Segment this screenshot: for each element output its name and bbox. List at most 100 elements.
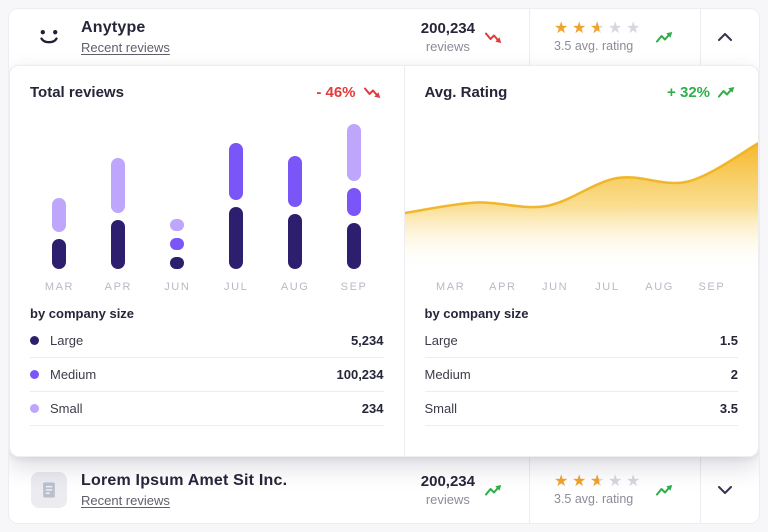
reviews-count: 200,234 (420, 20, 475, 37)
breakdown-label: Large (50, 333, 84, 348)
avg-rating-title: Avg. Rating (424, 84, 508, 101)
total-reviews-delta: - 46% (316, 84, 383, 101)
breakdown-row-medium: Medium 2 (424, 358, 738, 392)
company-name: Anytype (81, 19, 146, 36)
bar-segment-small (170, 219, 185, 231)
x-axis-label: AUG (280, 281, 310, 293)
delta-value: - 46% (316, 84, 356, 101)
legend-dot (30, 336, 39, 345)
x-axis-label: APR (104, 281, 133, 293)
breakdown-row-small: Small 3.5 (424, 392, 738, 426)
divider (700, 9, 701, 65)
reviews-stat: 200,234 reviews (397, 473, 529, 507)
bar-segment-small (111, 158, 126, 213)
star-icon: ★ (554, 473, 569, 490)
legend-dot (30, 404, 39, 413)
company-row-lorem-ipsum: Lorem Ipsum Amet Sit Inc. Recent reviews… (9, 457, 759, 523)
bar-segment-large (111, 220, 126, 269)
x-axis-label: APR (489, 281, 517, 293)
expand-row-button[interactable] (701, 457, 749, 523)
star-half-fill: ★ (590, 474, 599, 490)
bar-chart-x-axis: MAR APR JUN JUL AUG SEP (30, 281, 384, 293)
total-reviews-panel: Total reviews - 46% MAR APR JUN JUL AUG SEP b… (10, 66, 405, 456)
expanded-detail-panel: Total reviews - 46% MAR APR JUN JUL AUG SEP b… (9, 65, 759, 457)
bar-column-mar (30, 109, 89, 269)
bar-segment-large (52, 239, 67, 269)
bar-segment-small (52, 198, 67, 232)
trend-down-icon (485, 31, 505, 44)
area-chart (404, 109, 758, 269)
trend-up-icon (656, 31, 676, 44)
breakdown-value: 5,234 (350, 333, 384, 348)
company-name: Lorem Ipsum Amet Sit Inc. (81, 472, 288, 489)
star-icon: ★ (572, 20, 587, 37)
star-rating: ★★★★★★ (554, 21, 644, 37)
star-icon: ★ (626, 473, 641, 490)
rating-col: ★★★★★★ 3.5 avg. rating (554, 21, 644, 54)
avg-rating-head: Avg. Rating + 32% (405, 84, 759, 101)
breakdown-label: Small (50, 401, 83, 416)
x-axis-label: MAR (436, 281, 466, 293)
rating-col: ★★★★★★ 3.5 avg. rating (554, 474, 644, 507)
total-reviews-head: Total reviews - 46% (30, 84, 384, 101)
bar-column-jun (148, 109, 207, 269)
trend-down-icon (363, 86, 384, 99)
company-title-block: Anytype Recent reviews (81, 19, 397, 55)
recent-reviews-link[interactable]: Recent reviews (81, 493, 170, 508)
bar-segment-medium (347, 188, 362, 216)
collapse-row-button[interactable] (701, 9, 749, 65)
trend-up-icon (718, 86, 738, 99)
reviews-label: reviews (425, 492, 470, 507)
delta-value: + 32% (667, 84, 710, 101)
total-reviews-title: Total reviews (30, 84, 124, 101)
divider (529, 457, 530, 523)
star-icon: ★★ (590, 20, 605, 37)
divider (700, 457, 701, 523)
star-rating: ★★★★★★ (554, 474, 644, 490)
rating-block: ★★★★★★ 3.5 avg. rating (530, 21, 700, 53)
trend-up-icon (485, 484, 505, 497)
breakdown-value: 1.5 (719, 333, 738, 348)
breakdown-value: 100,234 (336, 367, 384, 382)
trend-up-icon (656, 484, 676, 497)
bar-segment-medium (170, 238, 185, 250)
bar-segment-large (288, 214, 303, 269)
area-chart-x-axis: MAR APR JUN JUL AUG SEP (405, 281, 759, 293)
breakdown-label: Large (424, 333, 458, 348)
company-title-block: Lorem Ipsum Amet Sit Inc. Recent reviews (81, 472, 397, 508)
x-axis-label: AUG (645, 281, 674, 293)
document-icon (31, 472, 67, 508)
bar-segment-medium (229, 143, 244, 200)
x-axis-label: MAR (44, 281, 75, 293)
bar-segment-large (347, 223, 362, 269)
x-axis-label: JUL (595, 281, 620, 293)
bar-segment-large (170, 257, 185, 269)
breakdown-label: Small (424, 401, 458, 416)
star-icon: ★ (608, 473, 623, 490)
breakdown-value: 2 (730, 367, 738, 382)
rating-block: ★★★★★★ 3.5 avg. rating (530, 474, 700, 506)
x-axis-label: JUN (542, 281, 569, 293)
breakdown-value: 3.5 (719, 401, 738, 416)
avg-rating-panel: Avg. Rating + 32% (404, 66, 759, 456)
star-icon: ★ (572, 473, 587, 490)
breakdown-value: 234 (361, 401, 384, 416)
breakdown-title: by company size (30, 306, 135, 321)
x-axis-label: SEP (340, 281, 368, 293)
recent-reviews-link[interactable]: Recent reviews (81, 40, 170, 55)
star-half-fill: ★ (590, 21, 599, 37)
breakdown-row-small: Small 234 (30, 392, 384, 426)
bar-segment-large (229, 207, 244, 269)
x-axis-label: JUL (224, 281, 249, 293)
star-icon: ★ (608, 20, 623, 37)
reviews-stat-col: 200,234 reviews (421, 473, 475, 507)
rating-breakdown: by company size Large 1.5 Medium 2 Small 3.5 (405, 306, 759, 426)
bar-column-jul (207, 109, 266, 269)
bar-segment-medium (288, 156, 303, 207)
reviews-breakdown: by company size Large 5,234 Medium 100,234 S… (30, 306, 384, 426)
breakdown-row-large: Large 1.5 (424, 324, 738, 358)
stacked-bar-chart (30, 109, 384, 269)
anytype-smiley-logo-icon (31, 19, 67, 55)
breakdown-row-medium: Medium 100,234 (30, 358, 384, 392)
bar-column-apr (89, 109, 148, 269)
